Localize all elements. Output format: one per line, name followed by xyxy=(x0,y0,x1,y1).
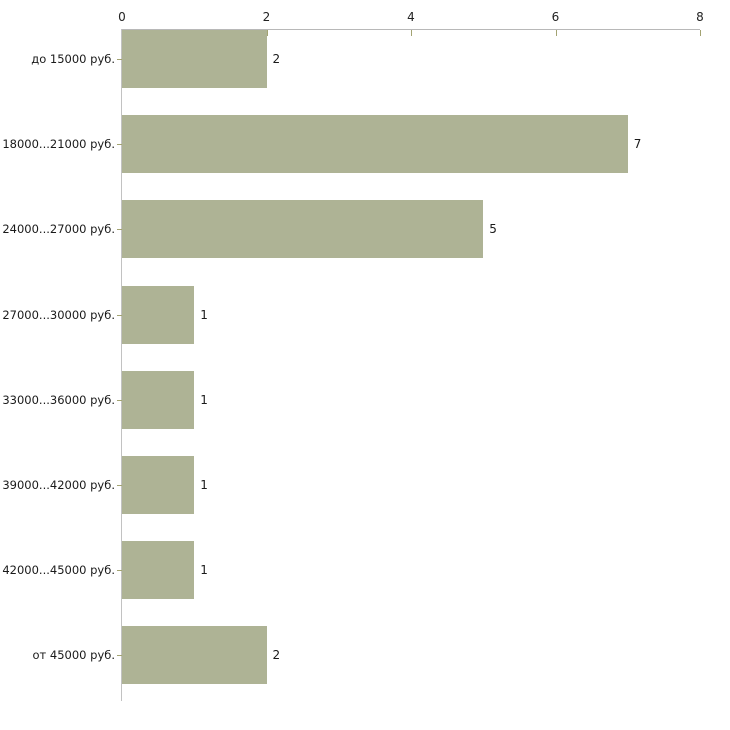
x-axis-line xyxy=(122,29,700,30)
category-label: 18000...21000 руб. xyxy=(2,137,115,152)
y-tick-mark xyxy=(117,229,122,231)
x-tick-mark xyxy=(266,30,268,36)
x-tick-label: 8 xyxy=(696,10,704,24)
bar[interactable] xyxy=(122,200,484,259)
x-tick-mark xyxy=(555,30,557,36)
y-tick-mark xyxy=(117,314,122,316)
bar[interactable] xyxy=(122,456,195,514)
y-tick-mark xyxy=(117,485,122,486)
category-label: 27000...30000 руб. xyxy=(2,307,115,322)
y-tick-mark xyxy=(117,570,122,572)
bar[interactable] xyxy=(122,115,628,174)
bar-value-label: 2 xyxy=(272,52,281,66)
bar-value-label: 2 xyxy=(272,648,281,663)
y-axis-spine xyxy=(121,29,122,701)
y-tick-mark xyxy=(117,655,122,657)
category-label: 42000...45000 руб. xyxy=(2,563,115,578)
bar[interactable] xyxy=(122,541,195,600)
category-label: до 15000 руб. xyxy=(31,52,115,66)
bar[interactable] xyxy=(122,30,267,88)
x-tick-mark xyxy=(700,30,701,36)
x-tick-label: 4 xyxy=(407,10,415,24)
x-tick-label: 6 xyxy=(551,10,560,24)
category-label: 39000...42000 руб. xyxy=(2,478,115,492)
category-label: от 45000 руб. xyxy=(32,648,115,663)
x-tick-mark xyxy=(411,30,412,36)
y-tick-mark xyxy=(117,144,122,146)
bar[interactable] xyxy=(122,626,267,685)
category-label: 24000...27000 руб. xyxy=(2,222,115,237)
x-tick-label: 2 xyxy=(262,10,271,24)
category-label: 33000...36000 руб. xyxy=(2,392,115,407)
y-tick-mark xyxy=(117,59,122,60)
bar-value-label: 1 xyxy=(200,392,208,407)
y-tick-mark xyxy=(117,399,122,401)
bar-value-label: 1 xyxy=(200,307,208,322)
bar-value-label: 5 xyxy=(489,222,497,237)
bar-value-label: 7 xyxy=(633,137,642,152)
x-tick-label: 0 xyxy=(118,10,126,24)
bar-value-label: 1 xyxy=(200,478,208,492)
category-labels: до 15000 руб. 18000...21000 руб. 24000...2… xyxy=(0,0,115,730)
bar-value-label: 1 xyxy=(200,563,208,578)
bar[interactable] xyxy=(122,285,195,344)
bar[interactable] xyxy=(122,370,195,429)
